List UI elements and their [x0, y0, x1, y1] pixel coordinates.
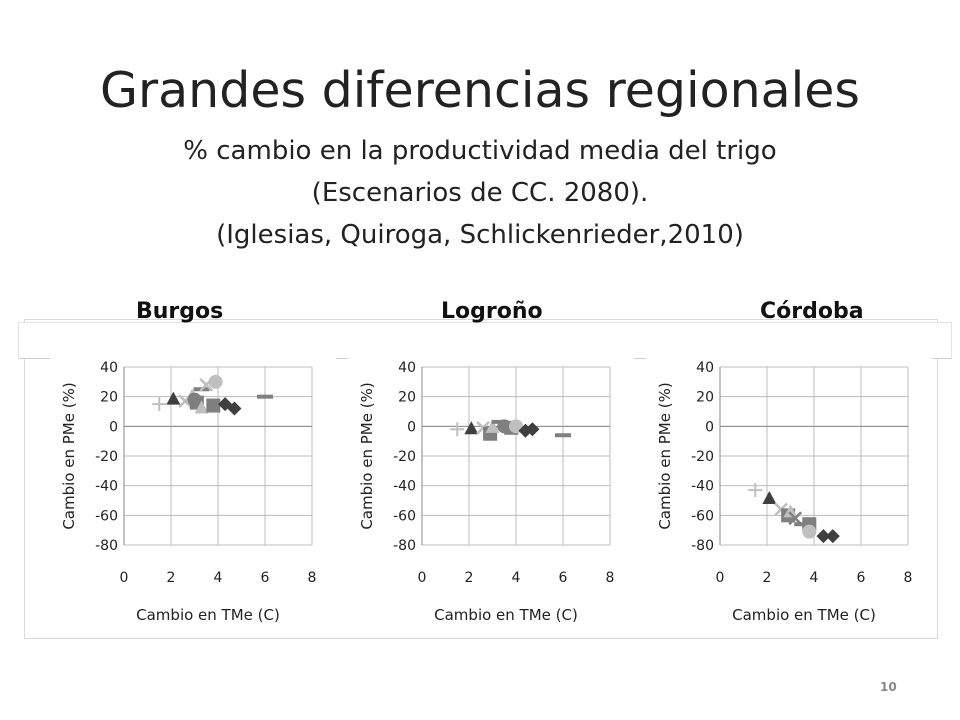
data-point-diamond: [227, 401, 242, 416]
y-tick-label: 40: [696, 360, 714, 376]
data-point-triangle: [166, 391, 181, 405]
data-point-triangle: [485, 419, 500, 433]
y-tick-label: 40: [398, 360, 416, 376]
y-tick-label: 40: [100, 360, 118, 376]
x-axis-label: Cambio en TMe (C): [136, 606, 280, 624]
y-tick-label: -40: [95, 479, 118, 495]
slide-subtitle-line-3: (Iglesias, Quiroga, Schlickenrieder,2010…: [216, 220, 744, 250]
chart-title-burgos: Burgos: [136, 299, 224, 324]
x-tick-label: 4: [214, 570, 223, 586]
data-point-diamond: [518, 423, 533, 438]
slide-title: Grandes diferencias regionales: [100, 62, 860, 119]
y-tick-label: -60: [95, 508, 118, 524]
page-number: 10: [880, 680, 897, 694]
data-point-circle: [208, 374, 223, 389]
y-tick-label: -20: [691, 449, 714, 465]
y-axis-label: Cambio en PMe (%): [656, 382, 674, 529]
data-point-plus: [450, 422, 465, 437]
charts-header-strip: [18, 322, 952, 359]
chart-title-cordoba: Córdoba: [760, 299, 864, 324]
plot-background: [646, 355, 932, 595]
data-point-dash: [794, 522, 811, 527]
x-tick-label: 2: [167, 570, 176, 586]
x-tick-label: 0: [418, 570, 427, 586]
data-point-plus: [748, 483, 763, 498]
y-tick-label: -80: [393, 538, 416, 554]
x-tick-label: 8: [904, 570, 913, 586]
data-point-triangle: [464, 421, 479, 435]
y-tick-label: -80: [95, 538, 118, 554]
x-tick-label: 2: [465, 570, 474, 586]
data-point-triangle: [762, 491, 777, 505]
y-tick-label: 0: [109, 419, 118, 435]
y-tick-label: -40: [393, 479, 416, 495]
x-axis-label: Cambio en TMe (C): [434, 606, 578, 624]
y-tick-label: 20: [100, 390, 118, 406]
data-point-diamond: [825, 529, 840, 544]
plot-background: [348, 355, 634, 595]
data-point-diamond: [816, 529, 831, 544]
data-point-diamond: [525, 422, 540, 437]
y-tick-label: 0: [407, 419, 416, 435]
data-point-dash: [555, 433, 571, 438]
y-tick-label: -60: [691, 508, 714, 524]
data-point-plus: [152, 397, 167, 412]
x-tick-label: 6: [559, 570, 568, 586]
y-axis-label: Cambio en PMe (%): [358, 382, 376, 529]
x-axis-label: Cambio en TMe (C): [732, 606, 876, 624]
x-tick-label: 2: [763, 570, 772, 586]
x-tick-label: 0: [716, 570, 725, 586]
chart-title-logrono: Logroño: [441, 299, 543, 324]
x-tick-label: 8: [606, 570, 615, 586]
data-point-triangle: [194, 400, 209, 414]
x-tick-label: 6: [261, 570, 270, 586]
y-tick-label: -20: [95, 449, 118, 465]
y-tick-label: -40: [691, 479, 714, 495]
x-tick-label: 4: [810, 570, 819, 586]
data-point-dash: [257, 394, 273, 399]
y-tick-label: -20: [393, 449, 416, 465]
x-tick-label: 0: [120, 570, 129, 586]
y-axis-label: Cambio en PMe (%): [60, 382, 78, 529]
x-tick-label: 4: [512, 570, 521, 586]
data-point-square: [206, 398, 221, 413]
data-point-circle: [802, 524, 817, 539]
slide-subtitle-line-1: % cambio en la productividad media del t…: [183, 136, 777, 166]
x-tick-label: 8: [308, 570, 317, 586]
data-point-diamond: [218, 397, 233, 412]
y-tick-label: 20: [398, 390, 416, 406]
data-point-triangle: [783, 504, 798, 518]
y-tick-label: -80: [691, 538, 714, 554]
y-tick-label: 20: [696, 390, 714, 406]
y-tick-label: -60: [393, 508, 416, 524]
slide-subtitle-line-2: (Escenarios de CC. 2080).: [311, 178, 649, 208]
x-tick-label: 6: [857, 570, 866, 586]
y-tick-label: 0: [705, 419, 714, 435]
